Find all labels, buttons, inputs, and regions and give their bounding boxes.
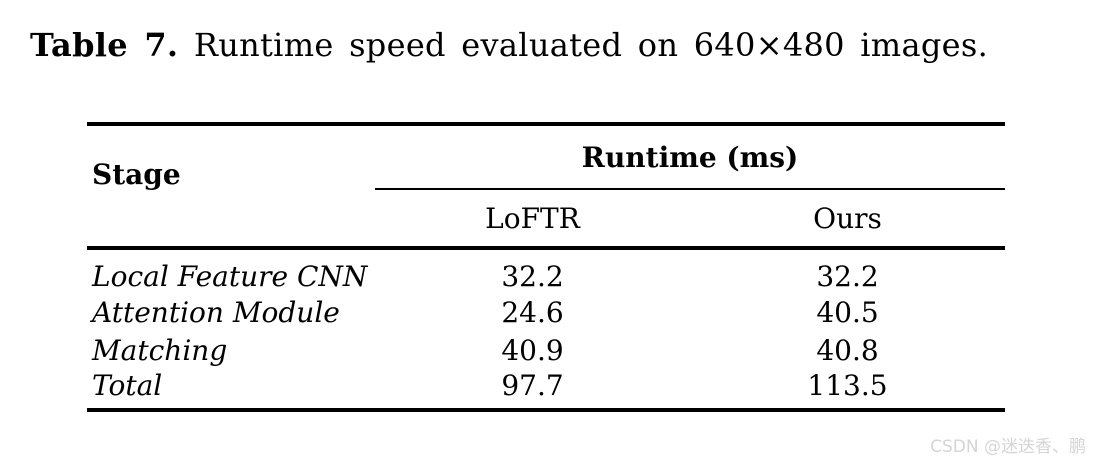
ours-value: 40.5	[816, 295, 879, 329]
column-header-loftr: LoFTR	[485, 201, 580, 235]
stage-name: Attention Module	[92, 295, 340, 329]
column-header-ours: Ours	[813, 201, 882, 235]
table-row: Total 97.7 113.5	[87, 369, 1005, 410]
stage-name: Total	[92, 369, 163, 402]
caption-label: Table 7.	[30, 26, 179, 64]
runtime-table: Stage Runtime (ms) LoFTR Ours Local Feat…	[87, 122, 1005, 412]
loftr-value: 97.7	[501, 369, 564, 402]
ours-value: 40.8	[816, 333, 879, 367]
loftr-value: 32.2	[501, 260, 564, 293]
table-row: Local Feature CNN 32.2 32.2	[87, 248, 1005, 293]
loftr-value: 24.6	[501, 295, 564, 329]
stage-name: Local Feature CNN	[92, 260, 368, 293]
csdn-watermark: CSDN @迷迭香、鹏	[930, 437, 1086, 457]
table-caption: Table 7. Runtime speed evaluated on 640×…	[30, 26, 988, 64]
header-row-group: Stage Runtime (ms)	[87, 124, 1005, 191]
header-row-methods: LoFTR Ours	[87, 189, 1005, 248]
table-row: Matching 40.9 40.8	[87, 331, 1005, 369]
ours-value: 113.5	[807, 369, 888, 402]
column-header-stage: Stage	[92, 157, 181, 191]
stage-name: Matching	[92, 333, 228, 367]
ours-value: 32.2	[816, 260, 879, 293]
loftr-value: 40.9	[501, 333, 564, 367]
caption-text: Runtime speed evaluated on 640×480 image…	[193, 26, 989, 64]
table-row: Attention Module 24.6 40.5	[87, 293, 1005, 331]
column-header-runtime-group: Runtime (ms)	[375, 124, 1005, 190]
